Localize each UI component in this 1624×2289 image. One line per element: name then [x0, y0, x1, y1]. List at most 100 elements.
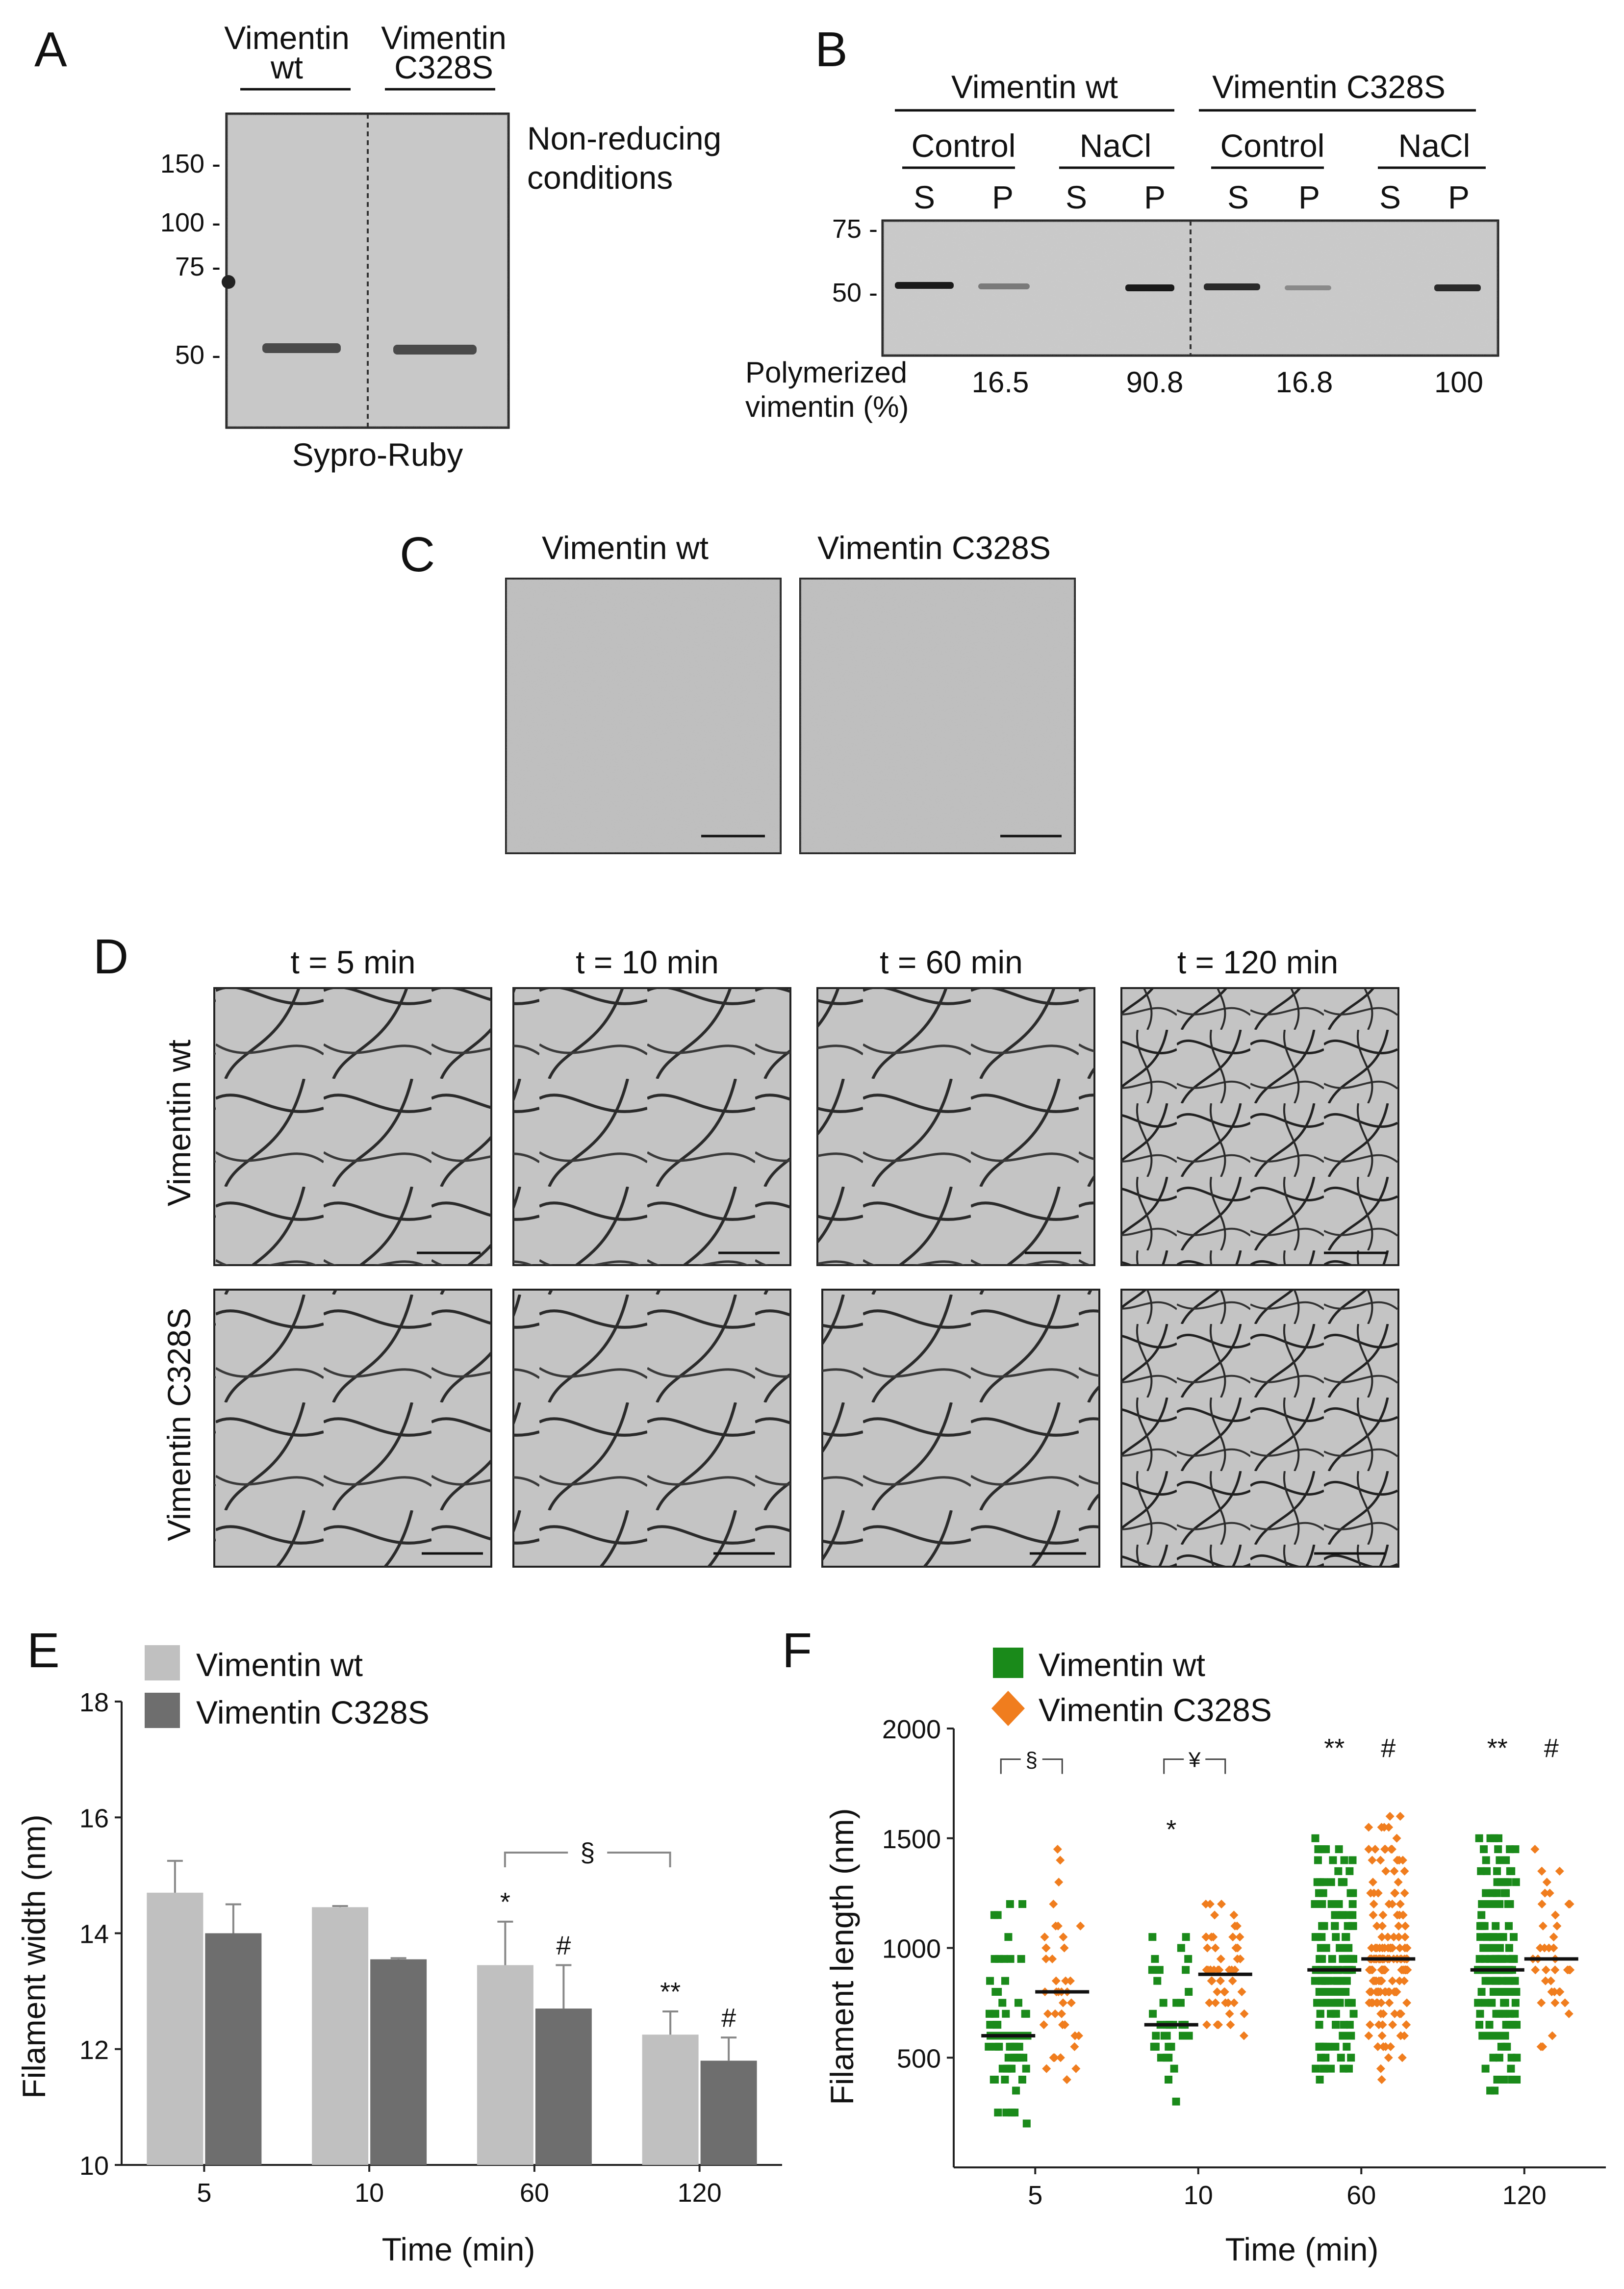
data-point-wt: [1340, 2064, 1348, 2073]
data-point-mut: [1396, 1900, 1405, 1908]
data-point-mut: [1215, 1965, 1224, 1975]
data-point-mut: [1390, 1987, 1399, 1996]
data-point-mut: [1364, 1823, 1373, 1832]
data-point-mut: [1368, 1856, 1377, 1865]
data-point-wt: [1333, 1900, 1342, 1908]
data-point-wt: [1494, 1988, 1502, 1996]
data-point-wt: [1511, 2009, 1519, 2018]
data-point-mut: [1369, 1910, 1378, 1920]
bar-wt: [312, 1907, 369, 2165]
data-point-wt: [1475, 1834, 1483, 1842]
data-point-wt: [1018, 2076, 1026, 2084]
data-point-mut: [1395, 1943, 1404, 1953]
data-point-wt: [994, 1988, 1002, 1996]
chart-f: Vimentin wt Vimentin C328S Filament leng…: [824, 1647, 1606, 2267]
data-point-wt: [1478, 2032, 1487, 2040]
data-point-mut: [1564, 2009, 1573, 2018]
data-point-wt: [1148, 1966, 1156, 1974]
data-point-mut: [1542, 1878, 1551, 1887]
data-point-wt: [985, 2042, 993, 2051]
chart-f-ytick-label: 2000: [882, 1715, 941, 1744]
data-point-wt: [1149, 2009, 1157, 2018]
legend-f-mut-swatch: [991, 1691, 1025, 1726]
data-point-wt: [985, 2009, 993, 2018]
data-point-wt: [1018, 1900, 1027, 1908]
panel-c-letter: C: [400, 527, 435, 582]
data-point-mut: [1228, 1976, 1237, 1985]
data-point-mut: [1216, 1954, 1225, 1963]
data-point-mut: [1237, 1987, 1246, 1996]
data-point-mut: [1379, 1823, 1389, 1832]
data-point-wt: [1316, 2009, 1324, 2018]
data-point-wt: [1349, 1889, 1357, 1897]
panel-b-lane-6: P: [1298, 179, 1320, 215]
data-point-mut: [1551, 1910, 1560, 1920]
data-point-mut: [1389, 1933, 1398, 1942]
data-point-mut: [1384, 2053, 1393, 2062]
legend-e-mut-swatch: [145, 1693, 180, 1728]
data-point-mut: [1365, 2020, 1374, 2030]
data-point-wt: [1344, 1922, 1352, 1930]
data-point-mut: [1056, 1856, 1065, 1865]
legend-f-mut-label: Vimentin C328S: [1039, 1692, 1272, 1728]
data-point-wt: [1014, 1999, 1022, 2007]
data-point-wt: [1311, 1900, 1319, 1908]
data-point-wt: [1489, 2054, 1497, 2062]
data-point-mut: [1377, 1933, 1387, 1942]
data-point-wt: [1021, 2009, 1029, 2018]
chart-f-xtick-label: 5: [1028, 2181, 1042, 2210]
chart-e-ytick-label: 10: [79, 2151, 109, 2181]
data-point-mut: [1378, 1910, 1388, 1920]
data-point-mut: [1066, 1998, 1076, 2008]
bar-mut: [370, 1959, 427, 2165]
data-point-mut: [1400, 1943, 1410, 1953]
data-point-mut: [1545, 1888, 1554, 1898]
data-point-mut: [1548, 2031, 1557, 2040]
data-point-mut: [1043, 2009, 1052, 2018]
data-point-wt: [1022, 2064, 1030, 2073]
panel-a-letter: A: [34, 22, 67, 77]
data-point-wt: [1318, 1900, 1326, 1908]
data-point-wt: [1340, 1856, 1348, 1864]
panel-b-lane-labels: S P S P S P S P: [914, 179, 1470, 215]
legend-e-mut-label: Vimentin C328S: [196, 1694, 430, 1730]
data-point-mut: [1377, 1976, 1386, 1985]
data-point-mut: [1060, 1943, 1069, 1953]
data-point-mut: [1049, 2053, 1058, 2062]
data-point-mut: [1376, 2009, 1386, 2018]
data-point-mut: [1226, 2020, 1235, 2030]
bar-mut: [700, 2060, 757, 2165]
data-point-wt: [1330, 2009, 1339, 2018]
data-point-mut: [1233, 1943, 1242, 1953]
data-point-wt: [1002, 2009, 1010, 2018]
chart-e-ytick-label: 14: [79, 1920, 109, 1949]
data-point-wt: [1496, 1944, 1504, 1952]
data-point-wt: [1327, 2064, 1335, 2073]
data-point-mut: [1059, 1933, 1068, 1942]
data-point-mut: [1541, 1965, 1550, 1975]
data-point-mut: [1383, 1933, 1393, 1942]
data-point-mut: [1380, 1943, 1389, 1953]
data-point-mut: [1368, 1965, 1377, 1975]
data-point-wt: [1345, 2021, 1354, 2029]
data-point-mut: [1379, 2042, 1388, 2051]
panel-d-image-mut-120-fibers: [1121, 1290, 1398, 1567]
data-point-wt: [1496, 1933, 1504, 1941]
data-point-mut: [1210, 1910, 1219, 1920]
data-point-mut: [1552, 1921, 1562, 1931]
data-point-mut: [1377, 2031, 1387, 2040]
chart-f-ytick-label: 1000: [882, 1934, 941, 1964]
data-point-wt: [1503, 2042, 1511, 2051]
data-point-mut: [1216, 1976, 1225, 1985]
panel-a-gel-texture: [227, 114, 508, 428]
data-point-wt: [1476, 1933, 1485, 1941]
panel-a-marker-75: 75 -: [175, 252, 221, 281]
panel-b-band-wt-ctrl-s: [895, 282, 954, 289]
data-point-wt: [1488, 1889, 1497, 1897]
data-point-wt: [1504, 1900, 1512, 1908]
data-point-mut: [1536, 1943, 1545, 1953]
data-point-wt: [1339, 2032, 1347, 2040]
data-point-mut: [1387, 1845, 1396, 1854]
legend-e-wt-swatch: [145, 1645, 180, 1680]
data-point-mut: [1380, 1845, 1390, 1854]
